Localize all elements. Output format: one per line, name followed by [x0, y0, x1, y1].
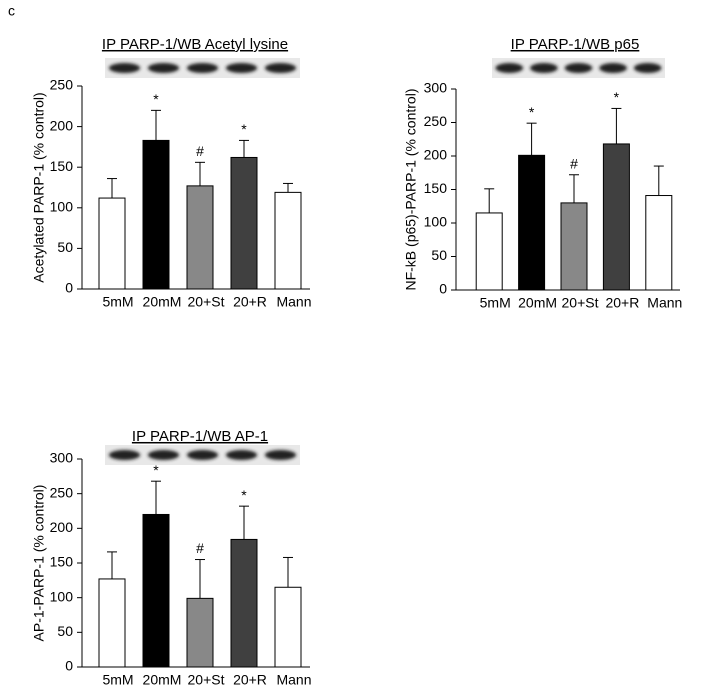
blot-band	[108, 63, 141, 73]
chart-title: IP PARP-1/WB Acetyl lysine	[102, 36, 288, 53]
y-tick-label: 150	[50, 554, 74, 570]
significance-marker: #	[570, 155, 578, 171]
panel-label: c	[8, 3, 15, 19]
blot-band	[495, 63, 524, 73]
y-tick-label: 250	[50, 77, 74, 93]
x-tick-label: 20+St	[562, 295, 599, 311]
significance-marker: *	[241, 121, 247, 137]
bar	[230, 156, 258, 290]
x-tick-label: 20+St	[188, 672, 225, 688]
bar	[98, 578, 126, 668]
bar	[142, 513, 170, 668]
significance-marker: *	[153, 462, 159, 478]
blot-band	[633, 63, 662, 73]
bar	[645, 195, 673, 291]
y-axis-label: NF-kB (p65)-PARP-1 (% control)	[403, 88, 419, 290]
blot-band	[599, 63, 627, 73]
x-tick-label: 5mM	[480, 295, 511, 311]
y-tick-label: 300	[50, 450, 74, 466]
x-tick-label: 20mM	[143, 672, 182, 688]
x-tick-label: 5mM	[102, 672, 133, 688]
y-tick-label: 100	[50, 588, 74, 604]
significance-marker: *	[241, 487, 247, 503]
x-tick-label: 20mM	[518, 295, 557, 311]
y-tick-label: 200	[50, 117, 74, 133]
y-axis-label: Acetylated PARP-1 (% control)	[31, 92, 47, 282]
y-tick-label: 150	[424, 180, 448, 196]
bar	[475, 212, 503, 291]
x-tick-label: 20+R	[605, 295, 639, 311]
significance-marker: *	[529, 104, 535, 120]
chart-title: IP PARP-1/WB AP-1	[132, 428, 268, 445]
x-tick-label: Mann	[647, 295, 682, 311]
x-tick-label: 20mM	[143, 294, 182, 310]
bar	[142, 139, 170, 290]
y-tick-label: 150	[50, 158, 74, 174]
x-tick-label: Mann	[276, 294, 311, 310]
y-tick-label: 0	[439, 281, 447, 297]
blot-band	[564, 63, 593, 73]
y-tick-label: 250	[50, 484, 74, 500]
y-tick-label: 100	[50, 199, 74, 215]
blot-band	[186, 63, 219, 73]
y-tick-label: 100	[424, 214, 448, 230]
y-tick-label: 300	[424, 80, 448, 96]
blot-band	[530, 63, 558, 73]
y-tick-label: 200	[50, 519, 74, 535]
x-tick-label: Mann	[276, 672, 311, 688]
bar	[186, 185, 214, 290]
x-tick-label: 5mM	[102, 294, 133, 310]
bar	[230, 538, 258, 668]
bar	[274, 586, 302, 668]
bar	[98, 197, 126, 290]
bar	[186, 597, 214, 668]
y-axis-label: AP-1-PARP-1 (% control)	[31, 485, 47, 642]
chart-title: IP PARP-1/WB p65	[511, 36, 640, 53]
x-tick-label: 20+R	[233, 672, 267, 688]
blot-band	[147, 63, 180, 73]
y-tick-label: 0	[65, 658, 73, 674]
y-tick-label: 200	[424, 147, 448, 163]
significance-marker: #	[196, 143, 204, 159]
blot-band	[186, 450, 219, 460]
y-tick-label: 50	[431, 247, 447, 263]
x-tick-label: 20+R	[233, 294, 267, 310]
blot-band	[225, 450, 258, 460]
y-tick-label: 50	[57, 623, 73, 639]
bar	[560, 202, 588, 291]
blot-band	[108, 450, 141, 460]
significance-marker: *	[153, 91, 159, 107]
y-tick-label: 250	[424, 113, 448, 129]
bar	[274, 191, 302, 290]
blot-band	[147, 450, 180, 460]
blot-band	[264, 450, 297, 460]
x-tick-label: 20+St	[188, 294, 225, 310]
significance-marker: *	[614, 89, 620, 105]
y-tick-label: 50	[57, 239, 73, 255]
bar	[602, 143, 630, 291]
bar	[518, 154, 546, 291]
significance-marker: #	[196, 540, 204, 556]
blot-band	[264, 63, 297, 73]
y-tick-label: 0	[65, 280, 73, 296]
blot-band	[225, 63, 258, 73]
